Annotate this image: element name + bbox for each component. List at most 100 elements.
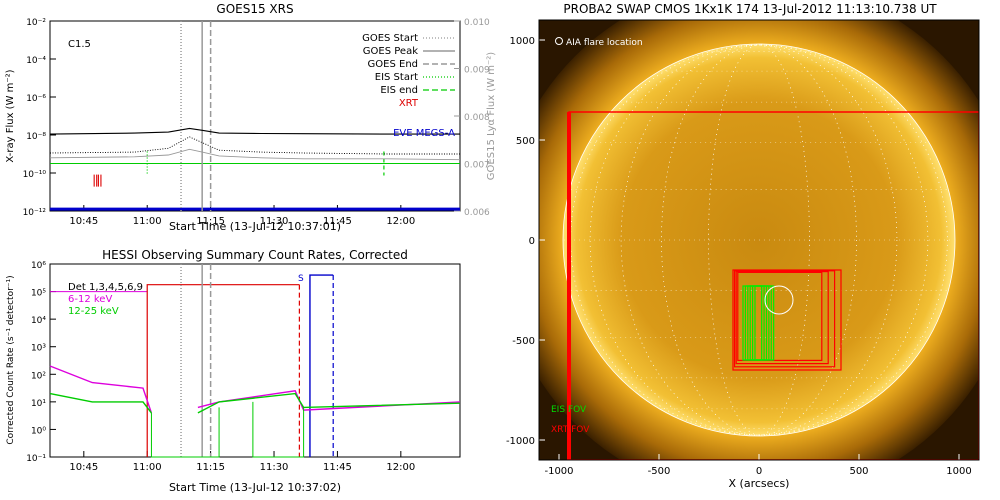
- swap-plot-frame: [538, 19, 980, 461]
- goes-y-axis-label: X-ray Flux (W m⁻²): [5, 69, 16, 162]
- flare-label: AIA flare location: [566, 38, 643, 48]
- hessi-x-tick-label: 11:15: [196, 462, 225, 473]
- hessi-y-tick-label: 10²: [31, 371, 46, 381]
- hessi-legend-det: Det 1,3,4,5,6,9: [68, 282, 143, 293]
- goes-x-tick-labels: 10:45 11:00 11:15 11:30 11:45 12:00: [69, 216, 415, 227]
- goes-y-tick-label: 10⁻⁶: [26, 94, 46, 104]
- fov-overlays: [539, 39, 979, 460]
- hessi-y-tick-label: 10³: [31, 344, 46, 354]
- hessi-gap-line: [252, 401, 305, 458]
- hessi-y-tick-label: 10¹: [31, 399, 46, 409]
- xrt-fov-inner-box: [732, 269, 842, 371]
- goes-y-tick-label: 10⁻⁴: [26, 56, 46, 66]
- goes-right-tick-label: 0.007: [464, 161, 490, 171]
- hessi-x-tick-label: 11:30: [260, 462, 289, 473]
- flare-location-circle: [764, 285, 794, 315]
- swap-x-tick-label: 0: [756, 466, 762, 477]
- legend-eis-start: EIS Start: [375, 72, 418, 83]
- goes-panel: GOES15 XRS 10:45 11:00 11:15 11:30 11:45 12:0…: [5, 2, 497, 233]
- swap-x-tick-label: -500: [648, 466, 671, 477]
- hessi-legend-12-25: 12-25 keV: [68, 306, 119, 317]
- swap-y-tick-label: -1000: [506, 436, 535, 447]
- goes-right-tick-label: 0.008: [464, 113, 490, 123]
- swap-image: [539, 20, 979, 460]
- goes-right-tick-label: 0.010: [464, 18, 490, 28]
- goes-y-tick-label: 10⁻¹⁰: [23, 170, 47, 180]
- goes-class-label: C1.5: [68, 39, 91, 50]
- hessi-y-tick-label: 10⁰: [31, 426, 46, 436]
- xrt-fov-label: XRT FOV: [551, 425, 590, 435]
- swap-y-tick-label: -500: [512, 336, 535, 347]
- hessi-y-tick-label: 10⁵: [31, 289, 46, 299]
- goes-y-tick-label: 10⁻⁸: [26, 132, 46, 142]
- goes-plot-content: [49, 20, 461, 212]
- legend-goes-peak: GOES Peak: [363, 46, 418, 57]
- goes-series-line: [49, 136, 460, 155]
- xrt-fov-inner-box: [737, 271, 823, 361]
- goes-title: GOES15 XRS: [216, 2, 293, 16]
- hessi-y-tick-label: 10⁶: [31, 261, 46, 271]
- legend-goes-end: GOES End: [368, 59, 418, 70]
- goes-y-tick-label: 10⁻²: [26, 18, 46, 28]
- swap-x-tick-label: -1000: [544, 466, 573, 477]
- goes-x-tick-label: 11:30: [260, 216, 289, 227]
- goes-x-tick-label: 12:00: [386, 216, 415, 227]
- hessi-panel: HESSI Observing Summary Count Rates, Cor…: [6, 248, 461, 494]
- hessi-title: HESSI Observing Summary Count Rates, Cor…: [102, 248, 408, 262]
- swap-y-tick-label: 0: [529, 236, 535, 247]
- legend-goes-start: GOES Start: [362, 33, 418, 44]
- hessi-y-tick-label: 10⁻¹: [26, 454, 46, 464]
- swap-y-tick-label: 500: [516, 136, 535, 147]
- swap-y-tick-label: 1000: [510, 36, 535, 47]
- goes-right-tick-labels: 0.006 0.007 0.008 0.009 0.010: [464, 18, 490, 218]
- eis-fov-label: EIS FOV: [551, 405, 587, 415]
- swap-x-tick-labels: -1000 -500 0 500 1000: [544, 466, 971, 477]
- hessi-x-tick-label: 10:45: [69, 462, 98, 473]
- goes-y-tick-label: 10⁻¹²: [23, 208, 47, 218]
- hessi-flag-line: [146, 284, 300, 457]
- grid-longitude-line: [708, 44, 810, 436]
- hessi-y-tick-labels: 10⁻¹ 10⁰ 10¹ 10² 10³ 10⁴ 10⁵ 10⁶: [26, 261, 46, 464]
- hessi-series-line: [49, 365, 153, 414]
- grid-longitude-line: [570, 44, 948, 436]
- swap-y-tick-labels: -1000 -500 0 500 1000: [506, 36, 535, 447]
- hessi-x-tick-labels: 10:45 11:00 11:15 11:30 11:45 12:00: [69, 462, 415, 473]
- xrt-fov-inner-box: [733, 270, 836, 368]
- hessi-legend: Det 1,3,4,5,6,9 6-12 keV 12-25 keV: [68, 282, 143, 317]
- swap-x-tick-label: 1000: [946, 466, 971, 477]
- hessi-series-line: [197, 390, 461, 411]
- swap-title: PROBA2 SWAP CMOS 1Kx1K 174 13-Jul-2012 1…: [563, 2, 937, 16]
- hessi-x-tick-label: 11:45: [323, 462, 352, 473]
- hessi-x-tick-label: 11:00: [133, 462, 162, 473]
- swap-panel: PROBA2 SWAP CMOS 1Kx1K 174 13-Jul-2012 1…: [506, 2, 980, 490]
- hessi-series-line: [49, 392, 152, 414]
- legend-xrt: XRT: [399, 98, 419, 109]
- hessi-legend-6-12: 6-12 keV: [68, 294, 112, 305]
- swap-x-axis-label: X (arcsecs): [729, 477, 790, 490]
- goes-legend: GOES Start GOES Peak GOES End EIS Start …: [362, 33, 455, 139]
- goes-series-line: [49, 127, 460, 135]
- swap-x-tick-label: 500: [849, 466, 868, 477]
- legend-eis-end: EIS end: [380, 85, 418, 96]
- hessi-x-axis-label: Start Time (13-Jul-12 10:37:02): [169, 481, 341, 494]
- legend-eve: EVE MEGS-A: [393, 128, 455, 139]
- hessi-saa-line: [309, 274, 334, 457]
- goes-right-tick-label: 0.006: [464, 208, 490, 218]
- goes-x-tick-label: 11:00: [133, 216, 162, 227]
- hessi-plot-content: [49, 263, 461, 458]
- xrt-fov-inner-box: [735, 271, 829, 365]
- goes-x-axis-label: Start Time (13-Jul-12 10:37:01): [169, 220, 341, 233]
- hessi-gap-line: [150, 407, 220, 458]
- flare-marker-icon: [555, 37, 563, 45]
- goes-x-tick-label: 11:15: [196, 216, 225, 227]
- hessi-annotation-s: S: [298, 274, 304, 284]
- goes-series-line: [49, 148, 461, 161]
- eis-fov-box: [754, 285, 775, 361]
- goes-x-tick-label: 10:45: [69, 216, 98, 227]
- goes-x-tick-label: 11:45: [323, 216, 352, 227]
- goes-right-tick-label: 0.009: [464, 66, 490, 76]
- grid-longitude-line: [661, 44, 857, 436]
- solar-limb: [562, 43, 956, 437]
- goes-right-axis-label: GOES15 Lyα Flux (W m⁻²): [486, 52, 497, 180]
